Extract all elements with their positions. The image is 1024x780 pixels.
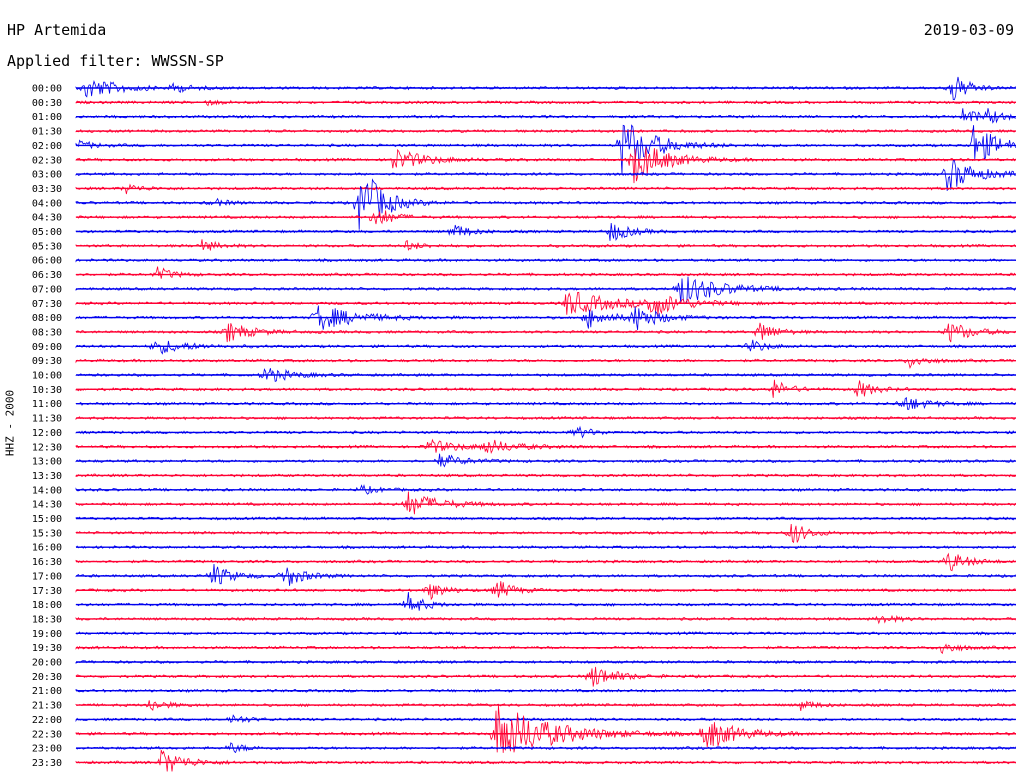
trace-group xyxy=(75,76,1016,772)
time-tick-label: 00:00 xyxy=(32,84,62,95)
time-tick-label: 21:30 xyxy=(32,701,62,712)
time-tick-label: 00:30 xyxy=(32,98,62,109)
time-tick-label: 23:30 xyxy=(32,758,62,769)
seismic-trace-0330 xyxy=(75,183,1016,195)
seismic-trace-0300 xyxy=(75,160,1016,191)
station-title: HP Artemida xyxy=(7,21,107,39)
time-tick-label: 11:30 xyxy=(32,414,62,425)
date-label: 2019-03-09 xyxy=(923,21,1014,39)
time-tick-label: 19:30 xyxy=(32,643,62,654)
time-tick-label: 01:00 xyxy=(32,112,62,123)
seismic-trace-1930 xyxy=(75,643,1016,655)
seismic-trace-2330 xyxy=(75,749,1016,772)
seismic-trace-0630 xyxy=(75,266,1016,279)
time-tick-label: 07:30 xyxy=(32,299,62,310)
time-tick-label: 09:00 xyxy=(32,342,62,353)
time-label-group: 00:00 00:30 01:00 01:30 02:00 02:30 03:00 03:30… xyxy=(32,84,62,769)
time-tick-label: 08:00 xyxy=(32,313,62,324)
time-tick-label: 04:00 xyxy=(32,198,62,209)
time-tick-label: 22:00 xyxy=(32,715,62,726)
time-tick-label: 23:00 xyxy=(32,744,62,755)
time-tick-label: 18:00 xyxy=(32,600,62,611)
seismic-trace-2230 xyxy=(75,705,1016,753)
time-tick-label: 13:30 xyxy=(32,471,62,482)
time-tick-label: 18:30 xyxy=(32,614,62,625)
time-tick-label: 17:00 xyxy=(32,571,62,582)
time-tick-label: 12:30 xyxy=(32,442,62,453)
seismic-trace-1700 xyxy=(75,563,1016,586)
time-tick-label: 22:30 xyxy=(32,729,62,740)
time-tick-label: 03:00 xyxy=(32,170,62,181)
time-tick-label: 17:30 xyxy=(32,586,62,597)
time-tick-label: 16:30 xyxy=(32,557,62,568)
seismic-trace-0030 xyxy=(75,99,1016,107)
time-tick-label: 14:30 xyxy=(32,500,62,511)
time-tick-label: 05:30 xyxy=(32,241,62,252)
time-tick-label: 09:30 xyxy=(32,356,62,367)
seismic-trace-0530 xyxy=(75,239,1016,251)
time-tick-label: 15:30 xyxy=(32,528,62,539)
seismic-trace-0100 xyxy=(75,108,1016,124)
time-tick-label: 20:30 xyxy=(32,672,62,683)
time-tick-label: 12:00 xyxy=(32,428,62,439)
time-tick-label: 03:30 xyxy=(32,184,62,195)
time-tick-label: 02:30 xyxy=(32,155,62,166)
time-tick-label: 15:00 xyxy=(32,514,62,525)
time-tick-label: 07:00 xyxy=(32,284,62,295)
seismic-trace-0700 xyxy=(75,276,1016,305)
filter-label: Applied filter: WWSSN-SP xyxy=(7,52,224,70)
time-tick-label: 08:30 xyxy=(32,327,62,338)
time-tick-label: 01:30 xyxy=(32,127,62,138)
time-tick-label: 19:00 xyxy=(32,629,62,640)
seismic-trace-1300 xyxy=(75,453,1016,468)
seismic-trace-0230 xyxy=(75,147,1016,184)
time-tick-label: 21:00 xyxy=(32,686,62,697)
time-tick-label: 13:00 xyxy=(32,457,62,468)
seismic-trace-0400 xyxy=(75,178,1016,230)
time-tick-label: 10:00 xyxy=(32,371,62,382)
time-tick-label: 06:30 xyxy=(32,270,62,281)
time-tick-label: 02:00 xyxy=(32,141,62,152)
time-tick-label: 11:00 xyxy=(32,399,62,410)
seismic-trace-1800 xyxy=(75,592,1016,611)
time-tick-label: 14:00 xyxy=(32,485,62,496)
seismic-trace-1430 xyxy=(75,491,1016,515)
time-tick-label: 06:00 xyxy=(32,256,62,267)
time-tick-label: 20:00 xyxy=(32,658,62,669)
time-tick-label: 04:30 xyxy=(32,213,62,224)
time-tick-label: 10:30 xyxy=(32,385,62,396)
seismic-trace-0200 xyxy=(75,124,1016,175)
time-tick-label: 16:00 xyxy=(32,543,62,554)
time-tick-label: 05:00 xyxy=(32,227,62,238)
